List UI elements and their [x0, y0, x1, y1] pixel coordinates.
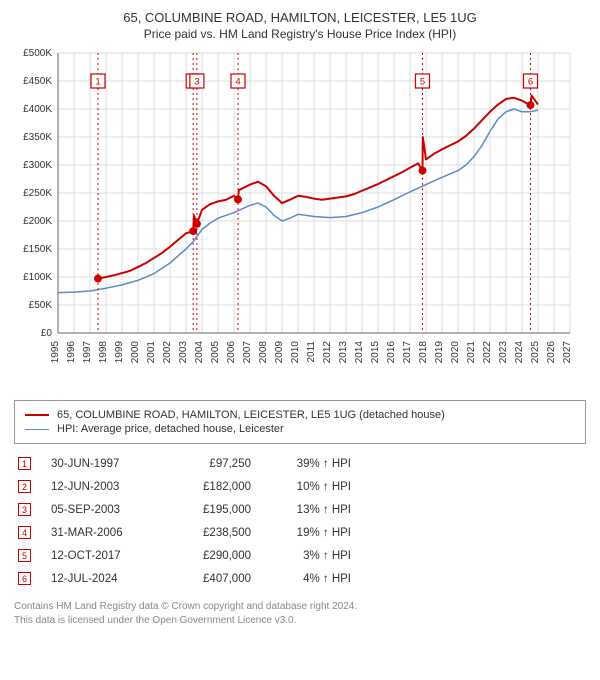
sale-row: 5 12-OCT-2017 £290,000 3% ↑ HPI — [14, 544, 586, 567]
sale-price: £290,000 — [171, 550, 251, 562]
sale-diff: 10% ↑ HPI — [271, 481, 351, 493]
sale-diff: 19% ↑ HPI — [271, 527, 351, 539]
legend-item-hpi: HPI: Average price, detached house, Leic… — [25, 423, 575, 435]
svg-text:6: 6 — [528, 77, 533, 88]
svg-text:£250K: £250K — [23, 188, 52, 199]
sale-marker-icon: 4 — [18, 526, 31, 539]
svg-text:£300K: £300K — [23, 160, 52, 171]
svg-text:5: 5 — [420, 77, 425, 88]
sale-price: £238,500 — [171, 527, 251, 539]
legend-swatch-hpi — [25, 429, 49, 430]
footnote-line2: This data is licensed under the Open Gov… — [14, 614, 586, 628]
svg-text:2010: 2010 — [290, 341, 301, 364]
svg-text:2017: 2017 — [402, 341, 413, 364]
sale-date: 30-JUN-1997 — [51, 458, 151, 470]
chart-title: 65, COLUMBINE ROAD, HAMILTON, LEICESTER,… — [10, 10, 590, 25]
svg-text:1: 1 — [95, 77, 100, 88]
legend-label-property: 65, COLUMBINE ROAD, HAMILTON, LEICESTER,… — [57, 409, 445, 421]
footnote: Contains HM Land Registry data © Crown c… — [14, 600, 586, 628]
svg-text:£50K: £50K — [29, 300, 53, 311]
svg-text:2001: 2001 — [146, 341, 157, 364]
svg-text:2018: 2018 — [418, 341, 429, 364]
sale-marker-icon: 2 — [18, 480, 31, 493]
chart-subtitle: Price paid vs. HM Land Registry's House … — [10, 27, 590, 41]
svg-text:2025: 2025 — [530, 341, 541, 364]
svg-text:2005: 2005 — [210, 341, 221, 364]
svg-text:1999: 1999 — [114, 341, 125, 364]
legend: 65, COLUMBINE ROAD, HAMILTON, LEICESTER,… — [14, 400, 586, 444]
legend-swatch-property — [25, 414, 49, 416]
svg-text:1998: 1998 — [98, 341, 109, 364]
svg-text:2019: 2019 — [434, 341, 445, 364]
svg-text:2024: 2024 — [514, 341, 525, 364]
sale-diff: 39% ↑ HPI — [271, 458, 351, 470]
sales-table: 1 30-JUN-1997 £97,250 39% ↑ HPI 2 12-JUN-2003… — [14, 452, 586, 590]
svg-text:4: 4 — [235, 77, 240, 88]
sale-marker-icon: 6 — [18, 572, 31, 585]
svg-text:2020: 2020 — [450, 341, 461, 364]
svg-text:2007: 2007 — [242, 341, 253, 364]
svg-text:2026: 2026 — [546, 341, 557, 364]
svg-text:£350K: £350K — [23, 132, 52, 143]
svg-text:2009: 2009 — [274, 341, 285, 364]
sale-price: £97,250 — [171, 458, 251, 470]
sale-date: 31-MAR-2006 — [51, 527, 151, 539]
svg-text:£200K: £200K — [23, 216, 52, 227]
svg-text:1996: 1996 — [66, 341, 77, 364]
svg-text:2023: 2023 — [498, 341, 509, 364]
sale-diff: 3% ↑ HPI — [271, 550, 351, 562]
svg-text:£0: £0 — [41, 328, 53, 339]
sale-row: 2 12-JUN-2003 £182,000 10% ↑ HPI — [14, 475, 586, 498]
footnote-line1: Contains HM Land Registry data © Crown c… — [14, 600, 586, 614]
svg-text:2012: 2012 — [322, 341, 333, 364]
legend-label-hpi: HPI: Average price, detached house, Leic… — [57, 423, 284, 435]
svg-text:2021: 2021 — [466, 341, 477, 364]
sale-price: £195,000 — [171, 504, 251, 516]
sale-price: £182,000 — [171, 481, 251, 493]
svg-text:2002: 2002 — [162, 341, 173, 364]
sale-row: 6 12-JUL-2024 £407,000 4% ↑ HPI — [14, 567, 586, 590]
svg-text:2006: 2006 — [226, 341, 237, 364]
svg-text:2013: 2013 — [338, 341, 349, 364]
sale-date: 05-SEP-2003 — [51, 504, 151, 516]
sale-date: 12-JUN-2003 — [51, 481, 151, 493]
svg-text:£150K: £150K — [23, 244, 52, 255]
svg-text:2016: 2016 — [386, 341, 397, 364]
svg-text:2015: 2015 — [370, 341, 381, 364]
svg-text:£100K: £100K — [23, 272, 52, 283]
svg-text:2011: 2011 — [306, 341, 317, 363]
svg-text:2022: 2022 — [482, 341, 493, 364]
sale-marker-icon: 5 — [18, 549, 31, 562]
svg-text:£450K: £450K — [23, 76, 52, 87]
svg-text:2000: 2000 — [130, 341, 141, 364]
svg-text:1995: 1995 — [50, 341, 61, 364]
sale-date: 12-OCT-2017 — [51, 550, 151, 562]
sale-date: 12-JUL-2024 — [51, 573, 151, 585]
svg-text:2004: 2004 — [194, 341, 205, 364]
sale-diff: 4% ↑ HPI — [271, 573, 351, 585]
svg-text:2014: 2014 — [354, 341, 365, 364]
sale-row: 1 30-JUN-1997 £97,250 39% ↑ HPI — [14, 452, 586, 475]
svg-text:2008: 2008 — [258, 341, 269, 364]
svg-text:2027: 2027 — [562, 341, 573, 364]
svg-text:£500K: £500K — [23, 48, 52, 59]
sale-row: 4 31-MAR-2006 £238,500 19% ↑ HPI — [14, 521, 586, 544]
svg-text:£400K: £400K — [23, 104, 52, 115]
sale-row: 3 05-SEP-2003 £195,000 13% ↑ HPI — [14, 498, 586, 521]
sale-marker-icon: 3 — [18, 503, 31, 516]
svg-text:3: 3 — [194, 77, 199, 88]
line-chart: £0 £50K £100K £150K £200K £250K £300K £350K £400… — [10, 47, 590, 392]
sale-price: £407,000 — [171, 573, 251, 585]
svg-text:2003: 2003 — [178, 341, 189, 364]
sale-marker-icon: 1 — [18, 457, 31, 470]
legend-item-property: 65, COLUMBINE ROAD, HAMILTON, LEICESTER,… — [25, 409, 575, 421]
sale-diff: 13% ↑ HPI — [271, 504, 351, 516]
svg-text:1997: 1997 — [82, 341, 93, 364]
